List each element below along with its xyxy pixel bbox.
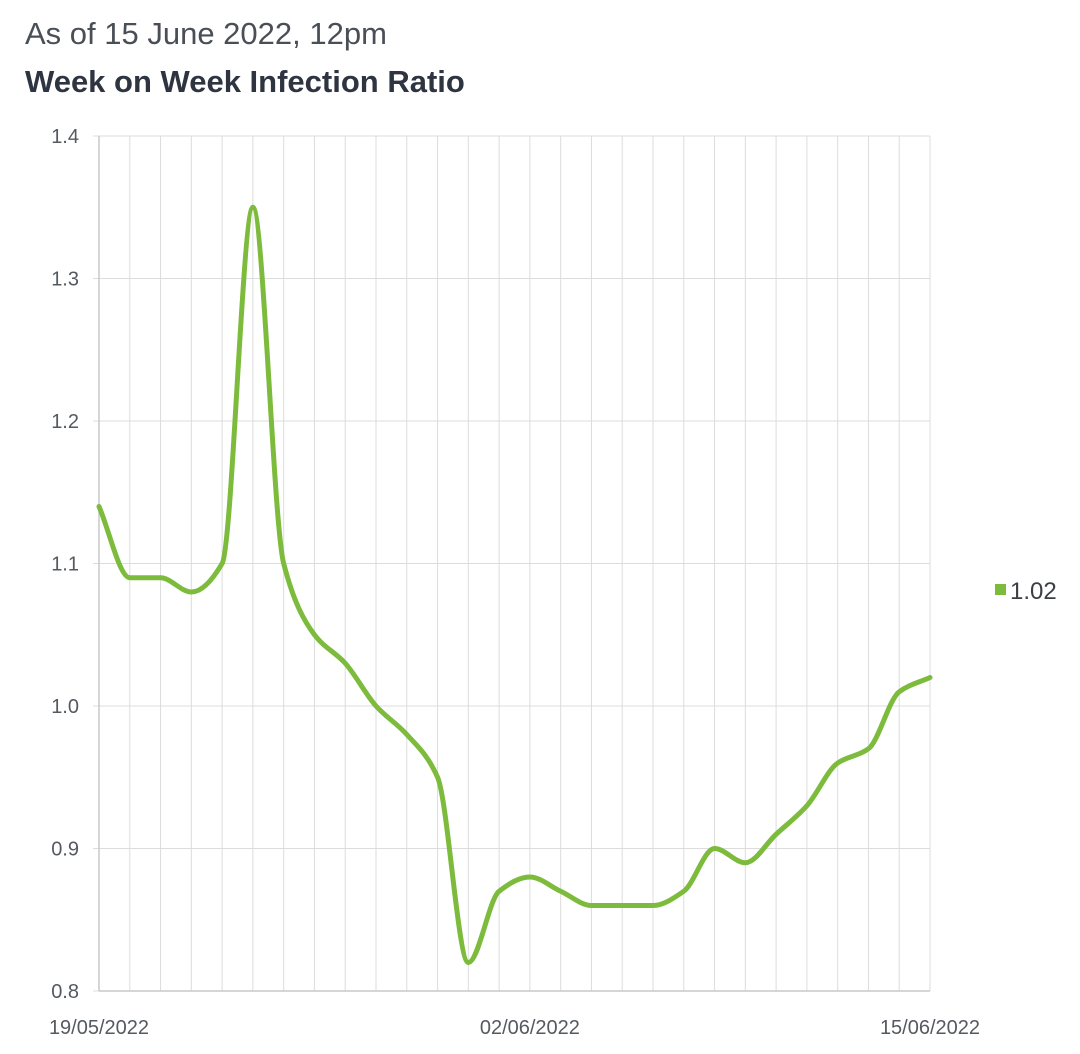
y-tick-label: 1.0 [51,696,79,718]
chart-grid [93,135,931,992]
series-line [96,204,933,965]
chart-axes [98,136,930,992]
y-tick-label: 1.4 [51,126,79,148]
x-tick-label: 02/06/2022 [480,1017,580,1039]
y-tick-label: 1.2 [51,411,79,433]
x-tick-label: 15/06/2022 [880,1017,980,1039]
chart-subtitle: As of 15 June 2022, 12pm [25,16,387,51]
y-tick-label: 1.1 [51,554,79,576]
legend-label: 1.02 [1010,578,1057,605]
chart-title: Week on Week Infection Ratio [25,64,465,99]
y-tick-label: 0.9 [51,839,79,861]
series-group [96,204,933,965]
legend-marker [995,584,1006,595]
x-tick-label: 19/05/2022 [49,1017,149,1039]
x-axis-labels: 19/05/2022 02/06/2022 15/06/2022 [49,1017,980,1039]
y-tick-label: 0.8 [51,981,79,1003]
y-axis-labels: 0.8 0.9 1.0 1.1 1.2 1.3 1.4 [51,126,79,1003]
y-tick-label: 1.3 [51,269,79,291]
chart-legend[interactable]: 1.02 [995,578,1057,605]
